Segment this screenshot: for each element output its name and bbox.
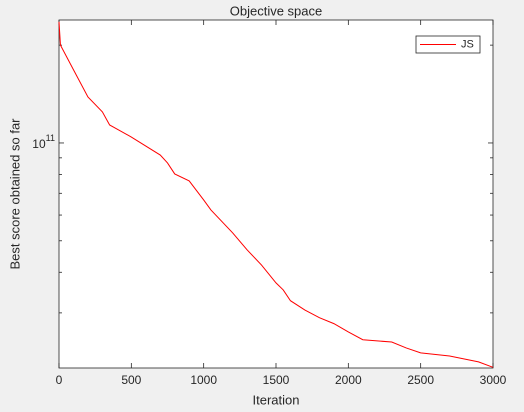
x-axis-label: Iteration — [253, 392, 300, 407]
series-line — [58, 21, 494, 368]
legend-label: JS — [461, 38, 474, 50]
y-axis-label: Best score obtained so far — [7, 118, 22, 270]
x-tick-label: 2500 — [407, 373, 434, 387]
x-tick-label: 1000 — [190, 373, 217, 387]
x-tick-label: 500 — [121, 373, 141, 387]
x-tick-label: 2000 — [335, 373, 362, 387]
x-tick-label: 1500 — [263, 373, 290, 387]
x-tick-label: 0 — [56, 373, 63, 387]
x-tick-label: 3000 — [480, 373, 507, 387]
y-tick-label: 1011 — [32, 133, 55, 151]
plot-area — [58, 19, 494, 369]
axes — [58, 20, 494, 368]
chart-title: Objective space — [230, 3, 323, 18]
